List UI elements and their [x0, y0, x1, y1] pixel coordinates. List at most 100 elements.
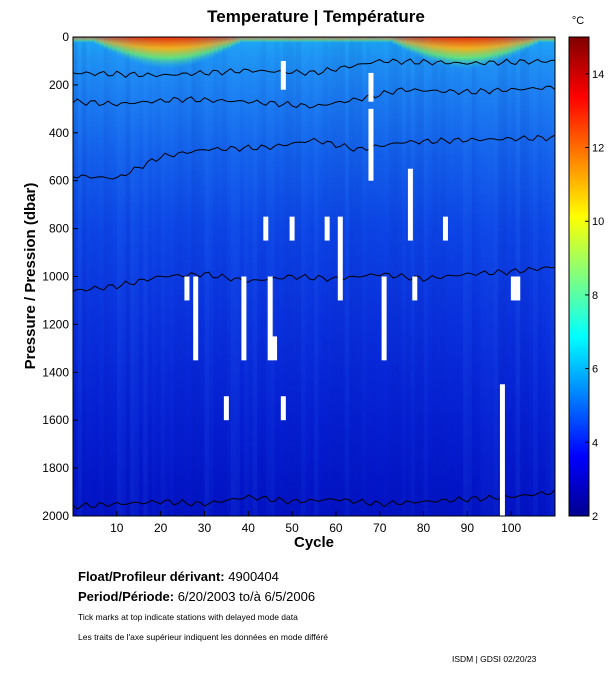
surface-cell: [138, 37, 144, 66]
cycle-stripe: [213, 37, 218, 516]
surface-cell: [173, 37, 179, 69]
surface-cell: [217, 37, 223, 55]
cycle-stripe: [116, 37, 122, 516]
cycle-stripe: [450, 37, 455, 516]
cycle-stripe: [230, 37, 236, 516]
surface-cell: [550, 37, 555, 43]
surface-cell: [327, 37, 332, 43]
contour-lines: [73, 58, 555, 510]
surface-cell: [449, 37, 455, 69]
cycle-stripe: [537, 37, 542, 516]
surface-cell: [270, 37, 275, 43]
period-label: Period/Période:: [78, 589, 175, 604]
gap-bar: [184, 276, 190, 301]
surface-cell: [112, 37, 118, 55]
contour-line: [73, 266, 555, 292]
colorbar-tick-label: 10: [592, 216, 604, 228]
surface-cell: [375, 37, 381, 43]
cycle-stripe: [261, 37, 267, 516]
surface-cell: [235, 37, 240, 46]
surface-cell: [143, 37, 148, 67]
surface-cell: [502, 37, 508, 61]
cycle-stripe: [507, 37, 512, 516]
contour-line: [73, 134, 555, 180]
cycle-stripe: [310, 37, 315, 516]
surface-cell: [397, 37, 402, 48]
surface-cell: [318, 37, 324, 43]
missing-data-gaps: [184, 60, 521, 516]
cycle-stripe: [287, 37, 293, 516]
x-tick-label: 10: [110, 521, 124, 535]
surface-cell: [186, 37, 192, 67]
surface-cell: [86, 37, 91, 43]
surface-cell: [309, 37, 315, 43]
note-french: Les traits de l'axe supérieur indiquent …: [78, 632, 329, 642]
cycle-stripe: [392, 37, 398, 516]
surface-cell: [511, 37, 516, 57]
surface-cell: [533, 37, 538, 46]
surface-cell: [410, 37, 416, 55]
cycle-stripe: [454, 37, 459, 516]
cycle-stripe: [147, 37, 152, 516]
surface-cell: [524, 37, 530, 51]
gap-bar: [442, 216, 448, 241]
cycle-stripe: [204, 37, 210, 516]
cycle-stripe: [95, 37, 100, 516]
surface-cell: [274, 37, 280, 43]
colorbar-tick-label: 12: [592, 143, 604, 155]
surface-cell: [278, 37, 284, 43]
surface-cell: [147, 37, 153, 68]
surface-cell: [370, 37, 376, 43]
surface-cell: [200, 37, 205, 63]
cycle-stripe: [476, 37, 481, 516]
surface-cell: [160, 37, 166, 70]
plot-area: [73, 37, 555, 516]
surface-cell: [226, 37, 232, 51]
cycle-stripe: [327, 37, 332, 516]
surface-cell: [427, 37, 433, 63]
cycle-stripe: [397, 37, 402, 516]
period-line: Period/Période: 6/20/2003 to/à 6/5/2006: [78, 589, 315, 604]
period-value: 6/20/2003 to/à 6/5/2006: [177, 589, 316, 604]
colorbar-tick-label: 4: [592, 437, 598, 449]
cycle-stripe: [406, 37, 411, 516]
cycle-stripe: [322, 37, 328, 516]
surface-cell: [406, 37, 411, 53]
cycle-stripe: [248, 37, 253, 516]
cycle-stripe: [489, 37, 494, 516]
x-tick-label: 60: [329, 521, 343, 535]
x-tick-label: 50: [285, 521, 299, 535]
gap-bar: [280, 60, 286, 90]
cycle-stripe: [208, 37, 214, 516]
surface-cell: [515, 37, 521, 55]
surface-cell: [90, 37, 96, 43]
x-tick-label: 30: [198, 521, 212, 535]
y-tick-label: 2000: [42, 509, 69, 523]
colorbar-tick-label: 14: [592, 69, 604, 81]
x-tick-label: 20: [154, 521, 168, 535]
surface-cell: [191, 37, 196, 66]
cycle-stripe: [296, 37, 302, 516]
surface-cell: [248, 37, 253, 43]
cycle-stripe: [226, 37, 231, 516]
gap-bar: [267, 276, 273, 361]
gap-bar: [368, 72, 374, 102]
gap-bar: [289, 216, 295, 241]
surface-cell: [489, 37, 494, 66]
y-tick-label: 800: [49, 222, 69, 236]
surface-cell: [506, 37, 512, 59]
gap-bar: [499, 384, 505, 516]
y-tick-label: 1400: [42, 365, 69, 379]
cycle-stripe: [423, 37, 429, 516]
cycle-stripe: [86, 37, 91, 516]
credit-line: ISDM | GDSI 02/20/23: [452, 654, 537, 664]
surface-cell: [261, 37, 267, 43]
cycle-stripe: [550, 37, 555, 516]
surface-cell: [388, 37, 394, 43]
y-axis-label: Pressure / Pression (dbar): [22, 183, 39, 370]
surface-cell: [331, 37, 337, 43]
cycle-stripe: [235, 37, 240, 516]
surface-cell: [480, 37, 486, 68]
surface-cell: [204, 37, 210, 61]
